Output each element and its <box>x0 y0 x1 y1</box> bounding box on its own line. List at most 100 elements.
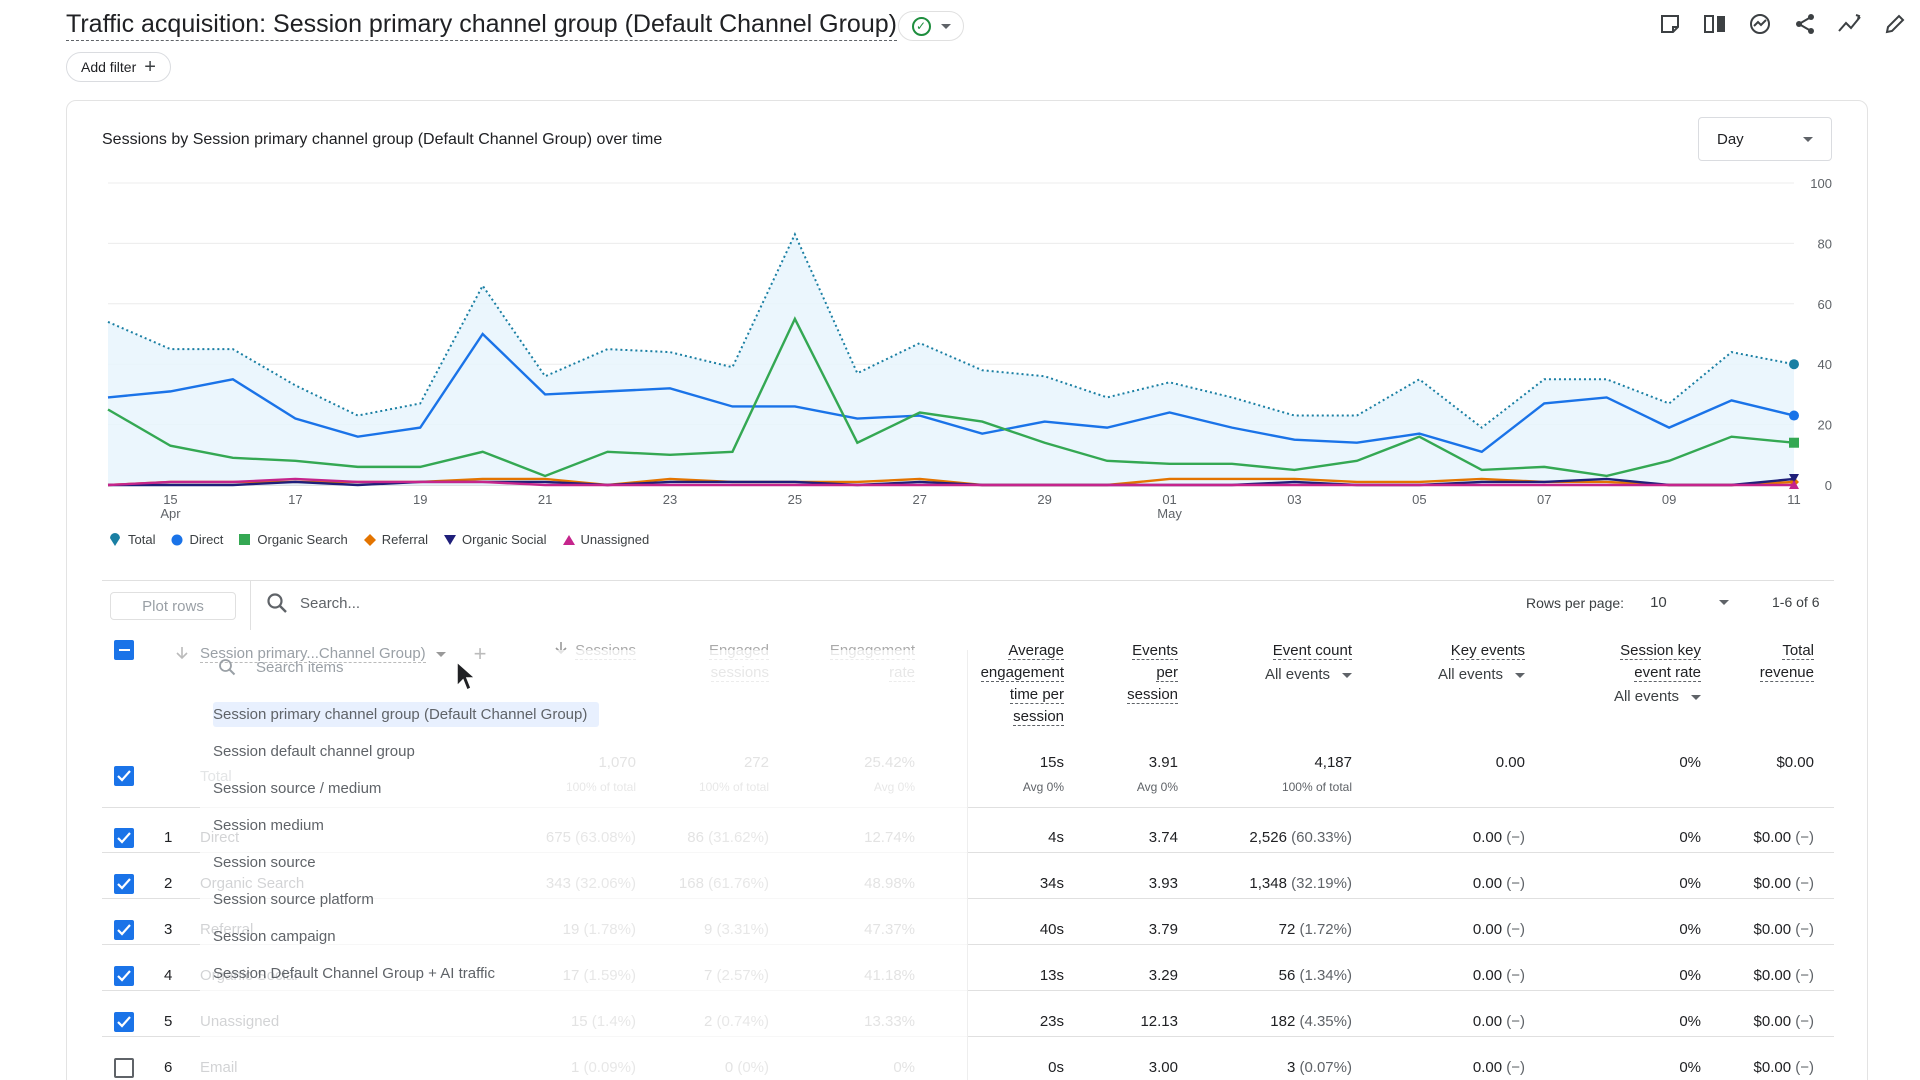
plot-rows-button[interactable]: Plot rows <box>110 592 236 620</box>
legend-label: Organic Search <box>257 532 348 547</box>
row-checkbox[interactable] <box>114 828 134 848</box>
column-header[interactable]: Total revenue <box>1759 640 1814 684</box>
cell-percent: (−) <box>1791 921 1814 938</box>
report-title[interactable]: Traffic acquisition: Session primary cha… <box>66 10 897 41</box>
compare-icon[interactable] <box>1701 10 1728 37</box>
add-filter-label: Add filter <box>81 59 137 75</box>
chevron-down-icon <box>1803 136 1813 142</box>
row-divider <box>102 1036 1834 1037</box>
row-checkbox[interactable] <box>114 874 134 894</box>
cell-percent: (−) <box>1502 875 1525 892</box>
cell-value: 3.93 <box>1148 875 1178 892</box>
dropdown-item[interactable]: Session campaign <box>213 928 336 945</box>
select-all-checkbox[interactable] <box>114 640 134 660</box>
dropdown-item[interactable]: Session primary channel group (Default C… <box>213 702 600 727</box>
y-tick-label: 100 <box>1810 176 1832 191</box>
column-header[interactable]: Average engagement time per session <box>980 640 1064 728</box>
check-circle-icon: ✓ <box>911 16 931 36</box>
y-tick-label: 20 <box>1818 418 1832 433</box>
row-checkbox[interactable] <box>114 966 134 986</box>
edit-icon[interactable] <box>1881 10 1908 37</box>
comment-icon[interactable] <box>1656 10 1683 37</box>
series-end-marker <box>1789 480 1799 489</box>
table-search[interactable]: Search... <box>266 592 360 614</box>
chevron-down-icon <box>435 651 446 657</box>
trend-icon[interactable] <box>1836 10 1863 37</box>
legend-label: Total <box>128 532 156 547</box>
insights-icon[interactable] <box>1746 10 1773 37</box>
search-input[interactable]: Search... <box>300 594 361 612</box>
cell-value: 4s <box>1048 829 1064 846</box>
cell-percent: (−) <box>1502 921 1525 938</box>
row-checkbox[interactable] <box>114 1058 134 1078</box>
legend-item[interactable]: Total <box>108 532 155 547</box>
dimension-column-header[interactable]: Session primary...Channel Group) + <box>176 641 487 666</box>
cell-value: $0.00 <box>1753 1013 1792 1030</box>
pagination-status: 1-6 of 6 <box>1772 594 1820 610</box>
legend-item[interactable]: Organic Search <box>239 532 348 547</box>
x-tick-label: 05 <box>1412 492 1426 507</box>
column-event-filter[interactable]: All events <box>1265 664 1352 686</box>
cell-value: $0.00 <box>1753 875 1792 892</box>
row-number: 6 <box>164 1059 173 1076</box>
cell-percent: (1.34%) <box>1295 967 1352 984</box>
cell-percent: (−) <box>1791 967 1814 984</box>
legend-marker-icon <box>444 534 456 546</box>
dropdown-search-input[interactable]: Search items <box>256 658 344 676</box>
x-tick-label: 25 <box>788 492 802 507</box>
cell-value: 3.29 <box>1148 967 1178 984</box>
checkmark-icon <box>117 924 131 936</box>
total-area <box>108 234 1794 485</box>
dropdown-item[interactable]: Session default channel group <box>213 743 415 760</box>
x-tick-label: 07 <box>1537 492 1551 507</box>
column-header[interactable]: Session key event rate All events <box>1614 640 1701 708</box>
add-dimension-icon[interactable]: + <box>473 641 487 666</box>
x-tick-label: 09 <box>1662 492 1676 507</box>
row-checkbox[interactable] <box>114 1012 134 1032</box>
chart-title: Sessions by Session primary channel grou… <box>102 131 663 148</box>
table-cell: 13s <box>1040 967 1064 984</box>
chevron-down-icon <box>940 23 951 29</box>
dropdown-item[interactable]: Session source / medium <box>213 780 382 797</box>
cell-value: 40s <box>1039 921 1064 938</box>
share-icon[interactable] <box>1791 10 1818 37</box>
cell-percent: (60.33%) <box>1286 829 1352 846</box>
legend-item[interactable]: Direct <box>171 532 223 547</box>
table-cell: 3.00 <box>1149 1059 1178 1076</box>
total-row-checkbox[interactable] <box>114 766 134 786</box>
report-status-button[interactable]: ✓ <box>898 11 964 41</box>
dropdown-item[interactable]: Session Default Channel Group + AI traff… <box>213 965 495 982</box>
legend-item[interactable]: Referral <box>363 532 428 547</box>
dropdown-item[interactable]: Session medium <box>213 817 324 834</box>
cell-value: 0% <box>1679 829 1701 846</box>
cell-percent: (−) <box>1791 1013 1814 1030</box>
column-event-filter[interactable]: All events <box>1614 686 1701 708</box>
rows-per-page[interactable]: Rows per page: 10 <box>1526 594 1729 611</box>
granularity-select[interactable]: Day <box>1698 117 1832 161</box>
column-header[interactable]: Event count All events <box>1265 640 1352 686</box>
row-checkbox[interactable] <box>114 920 134 940</box>
dropdown-item[interactable]: Session source platform <box>213 891 374 908</box>
legend-item[interactable]: Organic Social <box>444 532 547 547</box>
checkmark-icon <box>117 970 131 982</box>
table-cell: 0.00 (−) <box>1473 829 1525 846</box>
add-filter-button[interactable]: Add filter + <box>66 52 171 82</box>
row-divider <box>102 898 1834 899</box>
rows-per-page-value[interactable]: 10 <box>1650 594 1667 611</box>
column-header-text: Events <box>1132 642 1178 660</box>
column-header[interactable]: Events per session <box>1127 640 1178 706</box>
table-cell: 2,526 (60.33%) <box>1249 829 1352 846</box>
dropdown-search[interactable]: Search items <box>218 658 344 676</box>
chart-legend: Total Direct Organic Search Referral Organic… <box>108 532 649 547</box>
legend-item[interactable]: Unassigned <box>562 532 649 547</box>
cell-value: 3.74 <box>1148 829 1178 846</box>
cell-value: 0.00 <box>1472 829 1503 846</box>
cell-percent: (−) <box>1502 829 1525 846</box>
table-cell: 0.00 (−) <box>1473 921 1525 938</box>
column-event-filter[interactable]: All events <box>1438 664 1525 686</box>
dropdown-item[interactable]: Session source <box>213 854 316 871</box>
series-end-marker <box>1789 410 1799 421</box>
total-cell: 4,187 <box>1314 754 1352 771</box>
cell-value: $0.00 <box>1753 1059 1792 1076</box>
column-header[interactable]: Key events All events <box>1438 640 1525 686</box>
